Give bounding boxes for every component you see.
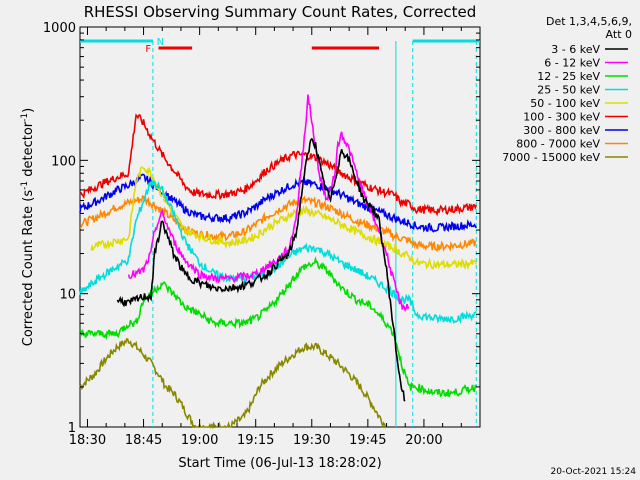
series-line-7000-15000-keV <box>79 337 388 430</box>
x-tick-label: 19:15 <box>237 433 274 448</box>
series-line-12-25-keV <box>79 256 477 398</box>
timestamp: 20-Oct-2021 15:24 <box>551 467 637 477</box>
y-label-part-2: detector <box>21 121 36 181</box>
y-label-part-1: Corrected Count Rate (s <box>21 190 36 347</box>
x-tick-label: 18:45 <box>125 433 162 448</box>
series-line-300-800-keV <box>79 173 477 233</box>
chart-title: RHESSI Observing Summary Count Rates, Co… <box>84 3 477 21</box>
series-line-6-12-keV <box>127 94 410 313</box>
legend-entry-label: 100 - 300 keV <box>523 111 600 124</box>
legend-entry-label: 300 - 800 keV <box>523 124 600 137</box>
legend-entry-label: 7000 - 15000 keV <box>502 151 600 164</box>
flare-label: F <box>145 44 151 55</box>
x-axis-label: Start Time (06-Jul-13 18:28:02) <box>178 456 381 471</box>
x-tick-label: 19:00 <box>181 433 218 448</box>
series-line-100-300-keV <box>79 113 478 217</box>
plot-area: NF 18:30 18:45 19:00 19:15 19:30 19:45 20:00 1 1… <box>43 21 481 448</box>
x-tick-label: 18:30 <box>69 433 106 448</box>
legend-entry-label: 800 - 7000 keV <box>516 138 600 151</box>
series-line-800-7000-keV <box>79 195 477 253</box>
y-tick-label: 10 <box>59 288 76 303</box>
legend-entry-label: 6 - 12 keV <box>544 57 600 70</box>
y-label-sup-2: -1 <box>20 113 30 122</box>
y-label-part-3: ) <box>21 108 36 113</box>
night-label: N <box>157 37 164 48</box>
legend-entry-label: 12 - 25 keV <box>537 70 600 83</box>
legend-header-1: Det 1,3,4,5,6,9, <box>546 15 632 28</box>
legend-entry-label: 25 - 50 keV <box>537 84 600 97</box>
y-axis-label: Corrected Count Rate (s-1 detector-1) <box>20 108 36 346</box>
series-line-25-50-keV <box>79 178 477 325</box>
legend-entry-label: 50 - 100 keV <box>530 97 600 110</box>
x-tick-label: 20:00 <box>405 433 442 448</box>
x-tick-label: 19:30 <box>293 433 330 448</box>
x-tick-label: 19:45 <box>349 433 386 448</box>
series-line-3-6-keV <box>116 137 406 402</box>
y-label-sup-1: -1 <box>20 181 30 190</box>
y-tick-label: 100 <box>51 154 76 169</box>
legend-header-2: Att 0 <box>606 28 632 41</box>
legend-entry-label: 3 - 6 keV <box>551 43 600 56</box>
y-tick-label: 1 <box>68 421 76 436</box>
y-tick-label: 1000 <box>43 21 76 36</box>
